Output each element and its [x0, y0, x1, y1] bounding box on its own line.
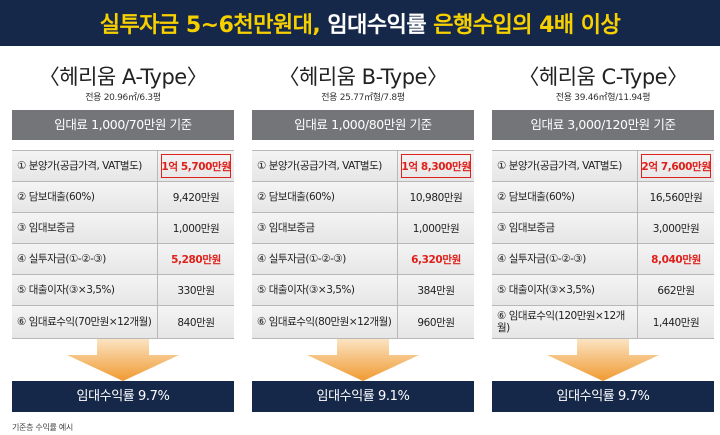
row-label: ③ 임대보증금 [252, 213, 398, 243]
type-c-title: 〈헤리움 C-Type〉 [518, 65, 688, 89]
down-arrow-icon [307, 339, 419, 381]
down-arrow-icon [547, 339, 659, 381]
down-arrow-icon [252, 339, 474, 381]
row-value: 10,980만원 [409, 191, 463, 204]
headline-part3: 은행수입의 4배 이상 [433, 13, 621, 38]
down-arrow-icon [12, 339, 234, 381]
down-arrow-icon [492, 339, 714, 381]
row-value: 5,280만원 [171, 253, 221, 266]
row-label: ② 담보대출(60%) [12, 182, 158, 212]
row-label: ④ 실투자금(①-②-③) [492, 244, 638, 274]
row-value: 9,420만원 [172, 191, 220, 204]
row-value: 16,560만원 [649, 191, 703, 204]
row-value: 330만원 [177, 284, 215, 297]
row-label: ⑥ 임대료수익(80만원×12개월) [252, 306, 398, 338]
table-row: ① 분양가(공급가격, VAT별도) 2억 7,600만원 [492, 151, 714, 182]
table-row: ⑥ 임대료수익(70만원×12개월) 840만원 [12, 306, 234, 339]
row-label: ④ 실투자금(①-②-③) [12, 244, 158, 274]
row-label: ⑤ 대출이자(③×3,5%) [12, 275, 158, 305]
row-value: 840만원 [177, 316, 215, 329]
row-value: 1,440만원 [652, 316, 700, 329]
row-value: 1,000만원 [412, 222, 460, 235]
type-a-yield: 임대수익률 9.7% [12, 381, 234, 412]
row-label: ③ 임대보증금 [12, 213, 158, 243]
type-a-table: ① 분양가(공급가격, VAT별도) 1억 5,700만원 ② 담보대출(60%… [12, 150, 234, 339]
footnote: 기준층 수익률 예시 [12, 423, 73, 432]
table-row: ③ 임대보증금 1,000만원 [252, 213, 474, 244]
type-c-rent-header: 임대료 3,000/120만원 기준 [492, 110, 714, 140]
down-arrow-icon [67, 339, 179, 381]
row-label: ⑤ 대출이자(③×3,5%) [492, 275, 638, 305]
row-value: 6,320만원 [411, 253, 461, 266]
row-label: ⑤ 대출이자(③×3,5%) [252, 275, 398, 305]
row-value: 662만원 [657, 284, 695, 297]
type-a-rent-header: 임대료 1,000/70만원 기준 [12, 110, 234, 140]
row-label: ④ 실투자금(①-②-③) [252, 244, 398, 274]
headline-part2: 임대수익률 [320, 13, 434, 38]
row-value: 384만원 [417, 284, 455, 297]
table-row: ② 담보대출(60%) 16,560만원 [492, 182, 714, 213]
row-label: ② 담보대출(60%) [492, 182, 638, 212]
row-value: 960만원 [417, 316, 455, 329]
type-b-rent-header: 임대료 1,000/80만원 기준 [252, 110, 474, 140]
table-row: ④ 실투자금(①-②-③) 6,320만원 [252, 244, 474, 275]
type-c-area: 전용 39.46㎡형/11.94평 [555, 93, 651, 103]
table-row: ② 담보대출(60%) 10,980만원 [252, 182, 474, 213]
type-b-area: 전용 25.77㎡형/7.8평 [321, 93, 405, 103]
table-row: ⑥ 임대료수익(80만원×12개월) 960만원 [252, 306, 474, 339]
table-row: ③ 임대보증금 3,000만원 [492, 213, 714, 244]
type-a-title: 〈헤리움 A-Type〉 [38, 65, 208, 89]
row-value: 2억 7,600만원 [638, 151, 714, 181]
table-row: ② 담보대출(60%) 9,420만원 [12, 182, 234, 213]
table-row: ④ 실투자금(①-②-③) 5,280만원 [12, 244, 234, 275]
type-b-table: ① 분양가(공급가격, VAT별도) 1억 8,300만원 ② 담보대출(60%… [252, 150, 474, 339]
type-a-area: 전용 20.96㎡/6.3평 [85, 93, 161, 103]
type-a-column: 〈헤리움 A-Type〉 전용 20.96㎡/6.3평 임대료 1,000/70… [12, 62, 234, 422]
type-c-yield: 임대수익률 9.7% [492, 381, 714, 412]
type-c-column: 〈헤리움 C-Type〉 전용 39.46㎡형/11.94평 임대료 3,000… [492, 62, 714, 422]
row-value: 1억 5,700만원 [158, 151, 234, 181]
row-label: ① 분양가(공급가격, VAT별도) [252, 151, 398, 181]
type-b-title: 〈헤리움 B-Type〉 [278, 65, 448, 89]
row-label: ② 담보대출(60%) [252, 182, 398, 212]
table-row: ③ 임대보증금 1,000만원 [12, 213, 234, 244]
row-label: ③ 임대보증금 [492, 213, 638, 243]
row-label: ⑥ 임대료수익(120만원×12개월) [492, 306, 638, 338]
table-row: ① 분양가(공급가격, VAT별도) 1억 5,700만원 [12, 151, 234, 182]
row-value: 1,000만원 [172, 222, 220, 235]
table-row: ④ 실투자금(①-②-③) 8,040만원 [492, 244, 714, 275]
row-value: 3,000만원 [652, 222, 700, 235]
table-row: ⑤ 대출이자(③×3,5%) 384만원 [252, 275, 474, 306]
table-row: ⑤ 대출이자(③×3,5%) 330만원 [12, 275, 234, 306]
type-b-yield: 임대수익률 9.1% [252, 381, 474, 412]
table-row: ⑤ 대출이자(③×3,5%) 662만원 [492, 275, 714, 306]
table-row: ① 분양가(공급가격, VAT별도) 1억 8,300만원 [252, 151, 474, 182]
headline-part1: 실투자금 5~6천만원대, [99, 13, 321, 38]
row-value: 8,040만원 [651, 253, 701, 266]
row-label: ① 분양가(공급가격, VAT별도) [12, 151, 158, 181]
row-label: ⑥ 임대료수익(70만원×12개월) [12, 306, 158, 338]
type-c-table: ① 분양가(공급가격, VAT별도) 2억 7,600만원 ② 담보대출(60%… [492, 150, 714, 339]
row-label: ① 분양가(공급가격, VAT별도) [492, 151, 638, 181]
type-b-column: 〈헤리움 B-Type〉 전용 25.77㎡형/7.8평 임대료 1,000/8… [252, 62, 474, 422]
headline-banner: 실투자금 5~6천만원대, 임대수익률 은행수입의 4배 이상 [0, 0, 720, 46]
row-value: 1억 8,300만원 [398, 151, 474, 181]
table-row: ⑥ 임대료수익(120만원×12개월) 1,440만원 [492, 306, 714, 339]
